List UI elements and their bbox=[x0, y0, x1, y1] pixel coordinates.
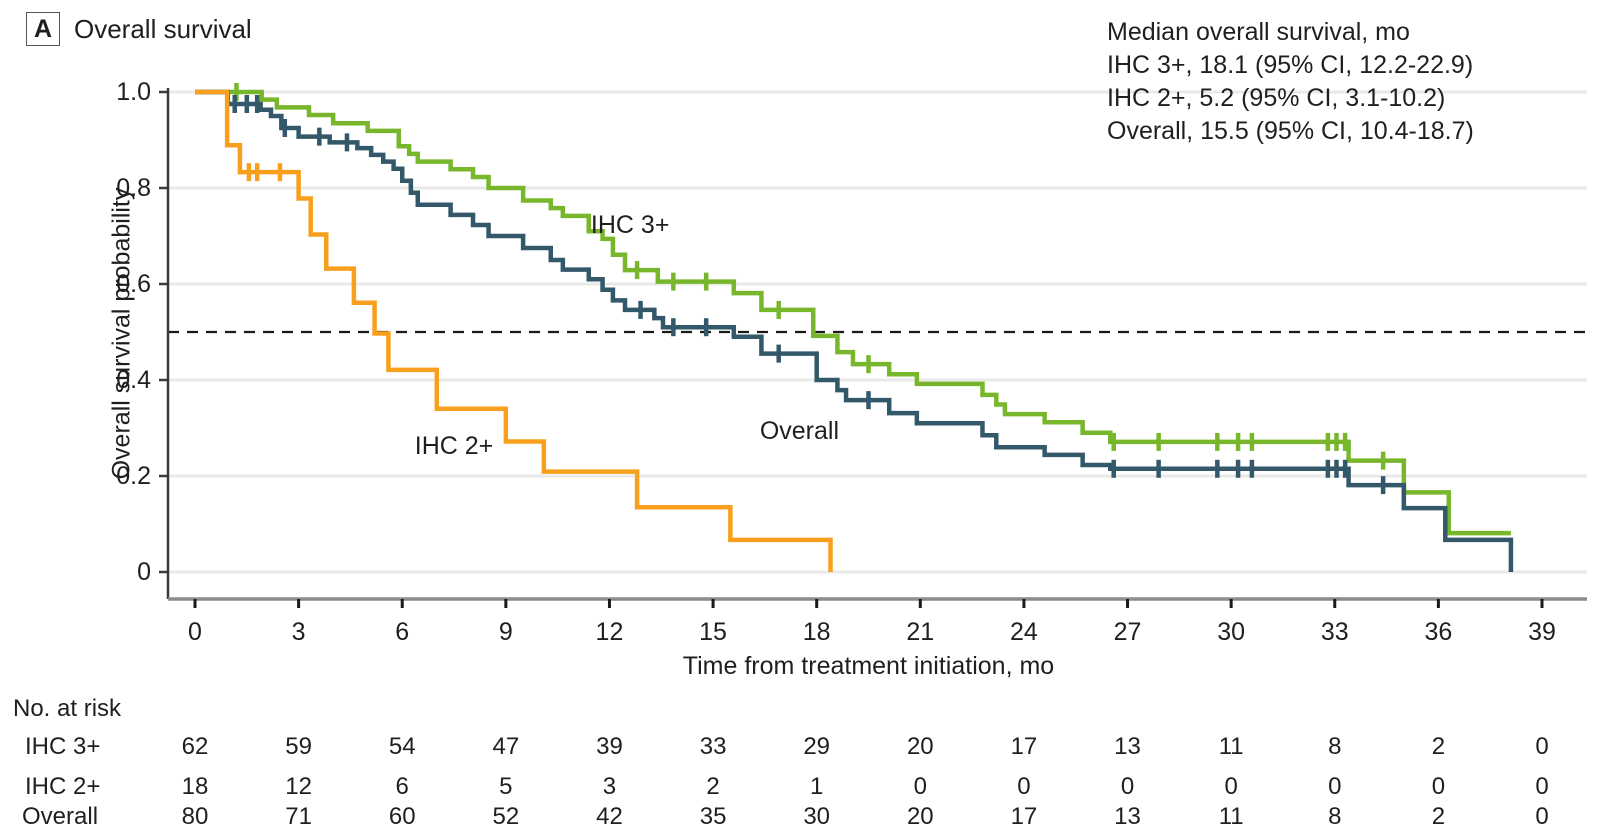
y-tick-label-0: 0 bbox=[137, 558, 151, 586]
risk-value-r2-t6: 60 bbox=[389, 803, 416, 830]
x-tick-label-12: 12 bbox=[596, 618, 624, 646]
x-tick-label-27: 27 bbox=[1114, 618, 1142, 646]
risk-value-r0-t9: 47 bbox=[492, 733, 519, 760]
x-tick-label-24: 24 bbox=[1010, 618, 1038, 646]
risk-value-r0-t0: 62 bbox=[182, 733, 209, 760]
risk-value-r1-t6: 6 bbox=[396, 773, 409, 800]
risk-value-r1-t18: 1 bbox=[810, 773, 823, 800]
panel-header: A Overall survival bbox=[26, 12, 252, 46]
risk-value-r1-t0: 18 bbox=[182, 773, 209, 800]
km-curve-overall bbox=[195, 89, 1514, 572]
panel-letter-badge: A bbox=[26, 12, 60, 46]
risk-value-r0-t30: 11 bbox=[1219, 733, 1244, 760]
risk-value-r2-t0: 80 bbox=[182, 803, 209, 830]
risk-value-r1-t24: 0 bbox=[1017, 773, 1030, 800]
curve-label-ihc-2-: IHC 2+ bbox=[415, 432, 494, 460]
risk-value-r1-t33: 0 bbox=[1328, 773, 1341, 800]
x-tick-label-3: 3 bbox=[292, 618, 306, 646]
risk-value-r1-t12: 3 bbox=[603, 773, 616, 800]
risk-value-r1-t21: 0 bbox=[914, 773, 927, 800]
risk-value-r2-t39: 0 bbox=[1535, 803, 1548, 830]
risk-value-r2-t18: 30 bbox=[803, 803, 830, 830]
legend-line-ihc3: IHC 3+, 18.1 (95% CI, 12.2-22.9) bbox=[1107, 51, 1474, 79]
legend-title: Median overall survival, mo bbox=[1107, 18, 1410, 46]
x-tick-label-15: 15 bbox=[699, 618, 727, 646]
risk-row-label-ihc3: IHC 3+ bbox=[25, 733, 101, 760]
x-tick-label-0: 0 bbox=[188, 618, 202, 646]
y-tick-label-0.8: 0.8 bbox=[116, 174, 151, 202]
risk-value-r1-t27: 0 bbox=[1121, 773, 1134, 800]
risk-table-title: No. at risk bbox=[13, 695, 122, 722]
risk-value-r1-t3: 12 bbox=[285, 773, 312, 800]
risk-row-label-overall: Overall bbox=[22, 803, 99, 830]
legend-line-overall: Overall, 15.5 (95% CI, 10.4-18.7) bbox=[1107, 117, 1474, 145]
risk-row-label-ihc2: IHC 2+ bbox=[25, 773, 101, 800]
risk-value-r0-t15: 33 bbox=[700, 733, 727, 760]
y-tick-label-0.6: 0.6 bbox=[116, 270, 151, 298]
panel-title: Overall survival bbox=[74, 13, 252, 44]
y-tick-label-1: 1.0 bbox=[116, 78, 151, 106]
x-tick-label-33: 33 bbox=[1321, 618, 1349, 646]
risk-value-r2-t33: 8 bbox=[1328, 803, 1341, 830]
risk-value-r2-t24: 17 bbox=[1011, 803, 1038, 830]
risk-value-r0-t39: 0 bbox=[1535, 733, 1548, 760]
median-survival-legend: Median overall survival, mo IHC 3+, 18.1… bbox=[1107, 16, 1474, 148]
legend-line-ihc2: IHC 2+, 5.2 (95% CI, 3.1-10.2) bbox=[1107, 84, 1446, 112]
risk-value-r2-t21: 20 bbox=[907, 803, 934, 830]
y-tick-label-0.2: 0.2 bbox=[116, 462, 151, 490]
risk-value-r0-t27: 13 bbox=[1114, 733, 1141, 760]
risk-value-r2-t27: 13 bbox=[1114, 803, 1141, 830]
risk-value-r0-t24: 17 bbox=[1011, 733, 1038, 760]
risk-value-r2-t12: 42 bbox=[596, 803, 623, 830]
risk-value-r0-t18: 29 bbox=[803, 733, 830, 760]
y-axis-title: Overall survival probability bbox=[107, 187, 136, 480]
risk-value-r1-t15: 2 bbox=[706, 773, 719, 800]
risk-value-r2-t15: 35 bbox=[700, 803, 727, 830]
x-tick-label-18: 18 bbox=[803, 618, 831, 646]
curve-label-ihc-3-: IHC 3+ bbox=[591, 211, 670, 239]
risk-value-r2-t3: 71 bbox=[285, 803, 312, 830]
risk-value-r0-t21: 20 bbox=[907, 733, 934, 760]
x-tick-label-30: 30 bbox=[1217, 618, 1245, 646]
risk-value-r0-t33: 8 bbox=[1328, 733, 1341, 760]
x-tick-label-6: 6 bbox=[395, 618, 409, 646]
risk-value-r2-t30: 11 bbox=[1219, 803, 1244, 830]
x-tick-label-36: 36 bbox=[1424, 618, 1452, 646]
km-curve-ihc-3- bbox=[195, 89, 1511, 536]
x-axis-title: Time from treatment initiation, mo bbox=[682, 652, 1055, 680]
y-tick-label-0.4: 0.4 bbox=[116, 366, 151, 394]
risk-value-r0-t6: 54 bbox=[389, 733, 416, 760]
risk-value-r1-t36: 0 bbox=[1432, 773, 1445, 800]
risk-value-r2-t36: 2 bbox=[1432, 803, 1445, 830]
risk-value-r2-t9: 52 bbox=[492, 803, 519, 830]
risk-value-r1-t39: 0 bbox=[1535, 773, 1548, 800]
risk-value-r0-t12: 39 bbox=[596, 733, 623, 760]
curve-label-overall: Overall bbox=[760, 417, 839, 445]
risk-value-r1-t9: 5 bbox=[499, 773, 512, 800]
x-tick-label-9: 9 bbox=[499, 618, 513, 646]
risk-value-r0-t3: 59 bbox=[285, 733, 312, 760]
x-tick-label-21: 21 bbox=[906, 618, 934, 646]
risk-value-r0-t36: 2 bbox=[1432, 733, 1445, 760]
risk-value-r1-t30: 0 bbox=[1224, 773, 1237, 800]
x-tick-label-39: 39 bbox=[1528, 618, 1556, 646]
